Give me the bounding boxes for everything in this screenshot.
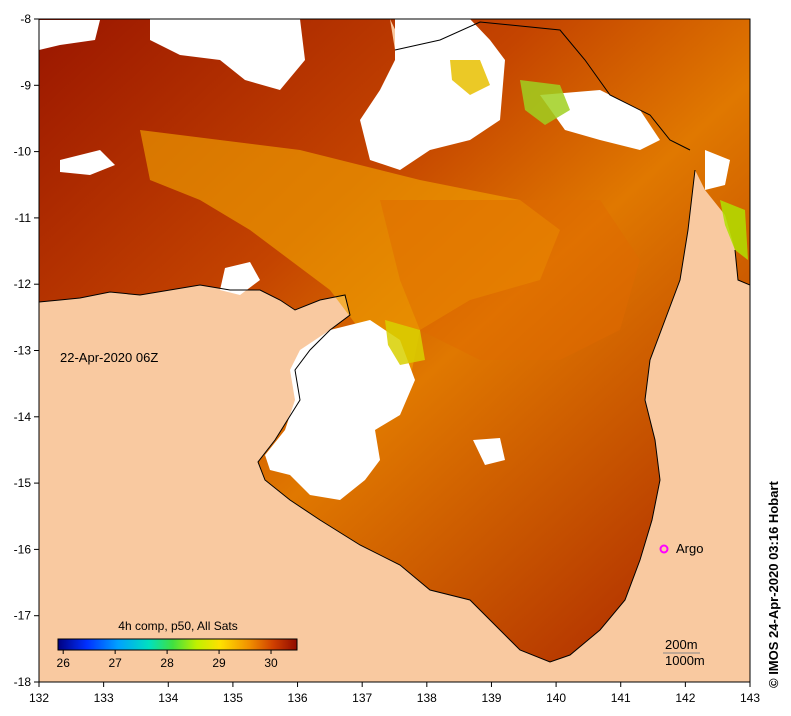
credit-text: © IMOS 24-Apr-2020 03:16 Hobart [766,481,781,688]
y-tick-label: -14 [14,410,32,424]
sst-warm-band [140,130,560,390]
cool-patches [385,60,748,365]
coastline [39,21,750,663]
x-tick-label: 134 [158,691,178,705]
sst-mid-band [380,200,640,360]
x-tick-label: 136 [288,691,308,705]
colorbar-title: 4h comp, p50, All Sats [118,619,237,633]
x-tick-label: 141 [611,691,631,705]
contour-legend: 200m 1000m [663,637,705,668]
y-axis: -8 -9 -10 -11 -12 -13 -14 -15 -16 -17 -18 [14,12,39,689]
contour-label-200m: 200m [665,637,698,652]
argo-symbol [659,544,669,554]
x-tick-label: 138 [417,691,437,705]
y-tick-label: -15 [14,476,32,490]
colorbar: 4h comp, p50, All Sats 26 27 28 29 30 [57,619,298,670]
y-tick-label: -17 [14,609,32,623]
argo-marker: Argo [659,541,703,556]
date-label: 22-Apr-2020 06Z [60,350,158,365]
argo-label: Argo [676,541,703,556]
colorbar-tick-label: 30 [264,656,278,670]
y-tick-label: -12 [14,277,32,291]
y-tick-label: -10 [14,145,32,159]
x-tick-label: 137 [352,691,372,705]
colorbar-tick-label: 26 [57,656,71,670]
colorbar-tick-label: 27 [108,656,122,670]
contour-label-1000m: 1000m [665,653,705,668]
colorbar-tick-label: 29 [212,656,226,670]
y-tick-label: -9 [20,78,31,92]
y-tick-label: -11 [15,211,32,225]
colorbar-ramp [57,638,298,651]
colorbar-ticks: 26 27 28 29 30 [57,650,278,670]
x-tick-label: 133 [94,691,114,705]
x-tick-label: 143 [740,691,760,705]
y-tick-label: -18 [14,675,32,689]
cloud-mask [39,19,730,500]
x-axis: 132 133 134 135 136 137 138 139 140 141 142 143 [29,682,760,705]
y-tick-label: -16 [14,542,32,556]
y-tick-label: -8 [20,12,31,26]
x-tick-label: 142 [675,691,695,705]
x-tick-label: 139 [481,691,501,705]
colorbar-tick-label: 28 [160,656,174,670]
x-tick-label: 140 [546,691,566,705]
x-tick-label: 132 [29,691,49,705]
y-tick-label: -13 [14,344,32,358]
x-tick-label: 135 [223,691,243,705]
